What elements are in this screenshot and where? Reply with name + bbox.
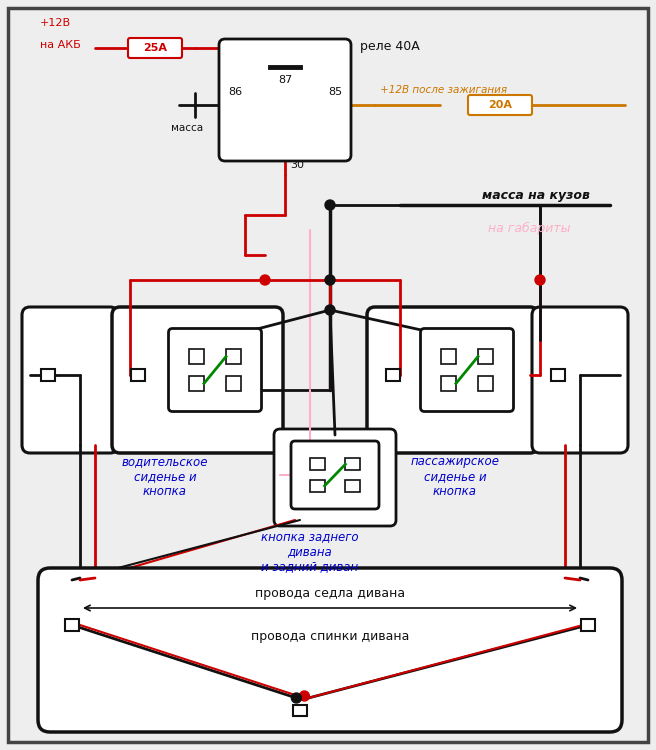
Circle shape <box>299 691 310 701</box>
Bar <box>65 619 79 631</box>
Text: масса: масса <box>171 123 203 133</box>
FancyBboxPatch shape <box>468 95 532 115</box>
Bar <box>581 619 595 631</box>
Bar <box>189 349 204 364</box>
Text: 87: 87 <box>278 75 292 85</box>
FancyBboxPatch shape <box>38 568 622 732</box>
FancyBboxPatch shape <box>274 429 396 526</box>
Circle shape <box>325 275 335 285</box>
FancyBboxPatch shape <box>367 307 538 453</box>
Bar <box>293 704 308 716</box>
Bar <box>478 349 493 364</box>
Bar <box>346 458 359 470</box>
Bar <box>41 369 55 381</box>
Bar <box>310 480 325 492</box>
Bar <box>226 376 241 391</box>
Circle shape <box>325 200 335 210</box>
Bar <box>346 480 359 492</box>
Text: провода спинки дивана: провода спинки дивана <box>251 630 409 643</box>
Text: 20А: 20А <box>488 100 512 110</box>
Bar <box>131 369 145 381</box>
FancyBboxPatch shape <box>22 307 118 453</box>
Bar <box>478 376 493 391</box>
FancyBboxPatch shape <box>291 441 379 509</box>
Circle shape <box>260 275 270 285</box>
FancyBboxPatch shape <box>128 38 182 58</box>
Circle shape <box>291 693 301 703</box>
Circle shape <box>325 305 335 315</box>
Bar <box>441 376 456 391</box>
Bar <box>189 376 204 391</box>
Text: +12В: +12В <box>40 18 71 28</box>
Text: 30: 30 <box>290 160 304 170</box>
Text: на АКБ: на АКБ <box>40 40 81 50</box>
Text: провода седла дивана: провода седла дивана <box>255 587 405 600</box>
Text: 85: 85 <box>328 87 342 97</box>
Bar <box>226 349 241 364</box>
FancyBboxPatch shape <box>169 328 262 412</box>
Text: 86: 86 <box>228 87 242 97</box>
Bar <box>386 369 400 381</box>
Bar <box>441 349 456 364</box>
Text: кнопка заднего
дивана
и задний диван: кнопка заднего дивана и задний диван <box>261 530 359 573</box>
Text: пассажирское
сиденье и
кнопка: пассажирское сиденье и кнопка <box>411 455 499 498</box>
Text: водительское
сиденье и
кнопка: водительское сиденье и кнопка <box>122 455 208 498</box>
Text: реле 40А: реле 40А <box>360 40 420 53</box>
FancyBboxPatch shape <box>112 307 283 453</box>
FancyBboxPatch shape <box>420 328 514 412</box>
Circle shape <box>535 275 545 285</box>
Text: +12В после зажигания: +12В после зажигания <box>380 85 507 95</box>
Text: на габариты: на габариты <box>487 221 570 235</box>
Bar <box>551 369 565 381</box>
Bar <box>310 458 325 470</box>
Text: 25А: 25А <box>143 43 167 53</box>
FancyBboxPatch shape <box>219 39 351 161</box>
FancyBboxPatch shape <box>532 307 628 453</box>
Text: масса на кузов: масса на кузов <box>482 188 590 202</box>
